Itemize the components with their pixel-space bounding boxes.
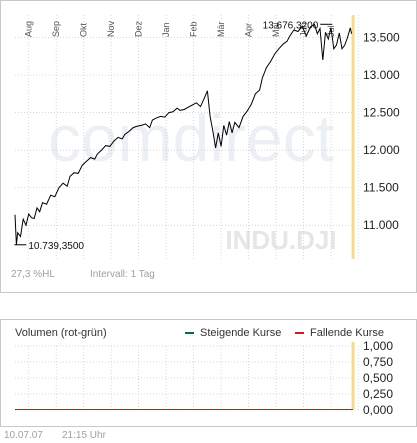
y-tick-label: 11.000 xyxy=(363,218,399,232)
price-chart: comdirect INDU.DJI Aug Sep Okt Nov Dez Jan Feb… xyxy=(14,15,400,259)
volume-chart-panel: Volumen (rot-grün) Steigende Kurse Falle… xyxy=(0,319,417,427)
volume-chart: 1,000 0,750 0,500 0,250 0,000 xyxy=(15,339,393,417)
volume-y-tick-label: 0,250 xyxy=(363,387,393,401)
price-line xyxy=(14,23,353,245)
month-tick-label: Aug xyxy=(24,21,34,37)
price-annotations: 10.739,3500 13.676,3200 xyxy=(14,20,333,252)
volume-y-tick-label: 0,000 xyxy=(363,403,393,417)
symbol-watermark: INDU.DJI xyxy=(225,225,336,255)
y-tick-label: 13.500 xyxy=(363,31,400,45)
footer-date: 10.07.07 xyxy=(4,430,43,441)
legend-rising: Steigende Kurse xyxy=(185,327,281,339)
volume-y-tick-label: 0,750 xyxy=(363,355,393,369)
y-axis-labels: 13.500 13.000 12.500 12.000 11.500 11.000 xyxy=(363,31,400,233)
volume-y-tick-label: 1,000 xyxy=(363,339,393,353)
y-tick-label: 11.500 xyxy=(363,181,399,195)
watermark-logo: comdirect xyxy=(48,101,334,175)
volume-title: Volumen (rot-grün) xyxy=(15,327,107,339)
month-tick-label: Sep xyxy=(51,21,61,37)
month-tick-label: Apr xyxy=(244,23,254,37)
volume-grid xyxy=(15,345,359,411)
y-tick-label: 12.000 xyxy=(363,143,400,157)
hl-percentage: 27,3 %HL xyxy=(11,269,55,280)
interval-label: Intervall: 1 Tag xyxy=(90,269,155,280)
volume-highlight xyxy=(351,342,355,410)
legend-rising-swatch xyxy=(185,332,194,335)
legend-falling-swatch xyxy=(295,332,304,335)
price-grid xyxy=(15,15,359,259)
y-tick-label: 12.500 xyxy=(363,106,400,120)
month-tick-label: Okt xyxy=(79,22,89,37)
volume-y-tick-label: 0,500 xyxy=(363,371,393,385)
month-tick-label: Feb xyxy=(189,21,199,37)
legend-falling: Fallende Kurse xyxy=(295,327,384,339)
legend-rising-label: Steigende Kurse xyxy=(200,327,282,339)
month-tick-label: Nov xyxy=(106,20,116,37)
month-tick-label: Mär xyxy=(216,21,226,37)
month-tick-label: Dez xyxy=(134,20,144,37)
footer-time: 21:15 Uhr xyxy=(62,430,106,441)
legend-falling-label: Fallende Kurse xyxy=(310,327,384,339)
current-period-highlight xyxy=(351,15,355,259)
price-chart-panel: comdirect INDU.DJI Aug Sep Okt Nov Dez Jan Feb… xyxy=(0,0,417,293)
month-tick-label: Mai xyxy=(271,22,281,37)
y-tick-label: 13.000 xyxy=(363,68,400,82)
max-value-label: 13.676,3200 xyxy=(263,20,319,31)
min-value-label: 10.739,3500 xyxy=(28,241,84,252)
month-tick-label: Jan xyxy=(161,22,171,37)
volume-y-axis-labels: 1,000 0,750 0,500 0,250 0,000 xyxy=(363,339,393,417)
